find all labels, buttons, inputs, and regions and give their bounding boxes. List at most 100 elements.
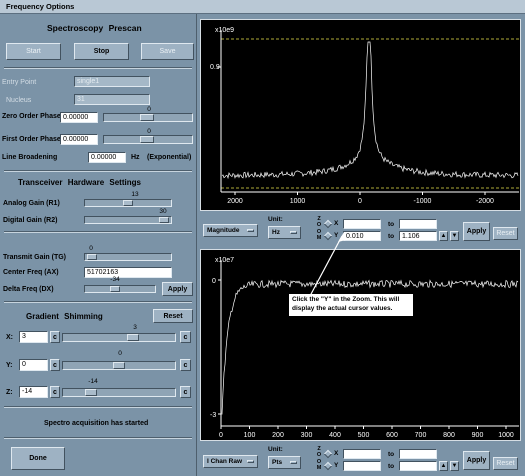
transmit-gain-label: Transmit Gain (TG): [3, 254, 67, 261]
zoom-y-from-field[interactable]: [343, 461, 381, 471]
delta-freq-slider[interactable]: [84, 285, 156, 293]
x-tick-label: 1000: [290, 198, 306, 205]
x-tick-label: -2000: [476, 198, 494, 205]
center-freq-label: Center Freq (AX): [3, 269, 59, 276]
spectrum-trace: [221, 41, 519, 180]
apply-button[interactable]: Apply: [162, 282, 193, 296]
stop-button[interactable]: Stop: [74, 43, 129, 60]
x-tick-label: 900: [472, 432, 484, 439]
x-tick-label: 700: [415, 432, 427, 439]
top-ytick-label: 0.9: [210, 64, 220, 71]
spectrum-svg: x10e9 0.9 2000 1000 0 -1000 -2000: [210, 27, 519, 205]
unit-label: Unit:: [268, 216, 283, 223]
shim-y-coarse-button[interactable]: c: [50, 359, 60, 371]
zoom-x-to-field[interactable]: [399, 449, 437, 459]
separator: [4, 67, 192, 69]
analog-gain-slider[interactable]: [84, 199, 172, 207]
arrow-down-icon[interactable]: ▼: [450, 231, 459, 241]
zoom-apply-button[interactable]: Apply: [463, 222, 490, 241]
channel-value: I Chan Raw: [207, 458, 243, 465]
line-broadening-mode: (Exponential): [147, 154, 192, 161]
zero-order-slider[interactable]: [103, 113, 193, 122]
zoom-reset-button[interactable]: Reset: [493, 457, 518, 470]
zoom-reset-button[interactable]: Reset: [493, 227, 518, 240]
zoom-x-label[interactable]: X: [334, 450, 339, 457]
zoom-letter-o: O: [316, 222, 322, 228]
shim-x-field[interactable]: 3: [19, 331, 48, 343]
spectrum-plot[interactable]: x10e9 0.9 2000 1000 0 -1000 -2000: [200, 19, 521, 211]
zoom-x-radio[interactable]: [323, 219, 333, 229]
display-mode-dropdown[interactable]: Magnitude: [203, 224, 258, 237]
zoom-apply-button[interactable]: Apply: [463, 451, 490, 470]
shim-y-slider[interactable]: [62, 361, 176, 370]
to-label: to: [388, 233, 395, 240]
slider-thumb[interactable]: [85, 389, 97, 396]
annotation-callout: Click the "Y" in the Zoom. This will dis…: [289, 294, 413, 316]
menu-options[interactable]: Options: [46, 2, 75, 11]
shim-z-slider[interactable]: [62, 388, 176, 397]
first-order-slider[interactable]: [103, 135, 193, 144]
slider-thumb[interactable]: [158, 217, 169, 223]
zoom-y-to-field[interactable]: [399, 461, 437, 471]
unit-dropdown[interactable]: Pts: [268, 456, 301, 469]
slider-thumb[interactable]: [110, 286, 121, 292]
save-button[interactable]: Save: [141, 43, 194, 60]
done-button[interactable]: Done: [11, 447, 65, 470]
shim-z-fine-button[interactable]: c: [180, 386, 191, 398]
shim-y-slider-value: 0: [118, 350, 122, 357]
zoom-y-to-field[interactable]: 1.106: [399, 231, 437, 241]
start-button[interactable]: Start: [6, 43, 61, 60]
shim-z-field[interactable]: -14: [19, 386, 48, 398]
slider-thumb[interactable]: [140, 136, 154, 143]
zoom-y-label[interactable]: Y: [334, 462, 339, 469]
zoom-x-label[interactable]: X: [334, 220, 339, 227]
zero-order-field[interactable]: 0.00000: [60, 112, 98, 123]
dropdown-indicator-icon: [247, 229, 254, 232]
shim-y-field[interactable]: 0: [19, 359, 48, 371]
slider-thumb[interactable]: [127, 334, 139, 341]
zoom-x-radio[interactable]: [323, 449, 333, 459]
slider-thumb[interactable]: [87, 254, 98, 260]
zoom-y-label[interactable]: Y: [334, 232, 339, 239]
fid-plot[interactable]: x10e7 0 -3 0 100 200 300 400 500 600 700 800 900 1…: [200, 249, 521, 441]
zoom-x-from-field[interactable]: [343, 449, 381, 459]
first-order-slider-value: 0: [147, 128, 151, 135]
line-broadening-label: Line Broadening: [2, 154, 58, 161]
line-broadening-unit: Hz: [131, 154, 140, 161]
transmit-gain-slider[interactable]: [84, 253, 172, 261]
x-tick-label: 200: [272, 432, 284, 439]
slider-thumb[interactable]: [140, 114, 154, 121]
channel-dropdown[interactable]: I Chan Raw: [203, 455, 258, 468]
reset-button[interactable]: Reset: [153, 309, 193, 323]
shim-z-coarse-button[interactable]: c: [50, 386, 60, 398]
menu-frequency[interactable]: Frequency: [6, 2, 44, 11]
shim-y-fine-button[interactable]: c: [180, 359, 191, 371]
center-freq-field[interactable]: 51702163: [84, 267, 172, 278]
delta-freq-value: -34: [110, 276, 120, 283]
slider-thumb[interactable]: [113, 362, 125, 369]
zoom-letter-o: O: [316, 452, 322, 458]
separator: [4, 437, 192, 439]
arrow-up-icon[interactable]: ▲: [439, 231, 448, 241]
slider-thumb[interactable]: [123, 200, 133, 206]
entry-point-field: single1: [74, 76, 150, 87]
digital-gain-slider[interactable]: [84, 216, 172, 224]
shim-z-slider-value: -14: [88, 378, 98, 385]
zero-order-label: Zero Order Phase: [2, 113, 61, 120]
zoom-x-from-field[interactable]: [343, 219, 381, 229]
arrow-up-icon[interactable]: ▲: [439, 461, 448, 471]
dropdown-indicator-icon: [290, 231, 297, 234]
shim-x-fine-button[interactable]: c: [180, 331, 191, 343]
unit-dropdown[interactable]: Hz: [268, 226, 301, 239]
zoom-x-to-field[interactable]: [399, 219, 437, 229]
left-panel: [0, 14, 197, 476]
shim-x-coarse-button[interactable]: c: [50, 331, 60, 343]
to-label: to: [388, 221, 395, 228]
separator: [4, 170, 192, 172]
line-broadening-field[interactable]: 0.00000: [88, 152, 126, 163]
zoom-y-radio[interactable]: [323, 461, 333, 471]
shim-x-slider[interactable]: [62, 333, 176, 342]
first-order-field[interactable]: 0.00000: [60, 134, 98, 145]
arrow-down-icon[interactable]: ▼: [450, 461, 459, 471]
zoom-letter-m: M: [316, 465, 322, 471]
